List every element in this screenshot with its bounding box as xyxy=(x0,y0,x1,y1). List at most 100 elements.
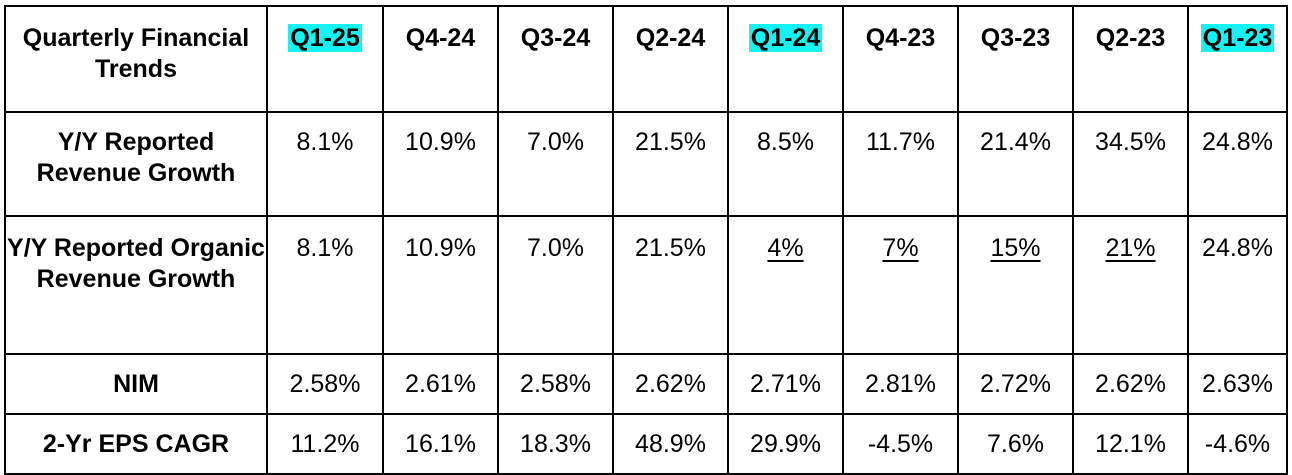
column-header-label: Q4-24 xyxy=(405,24,476,52)
cell-value: 2.58% xyxy=(520,369,591,398)
column-header-label: Q1-25 xyxy=(288,24,362,52)
column-header: Q2-23 xyxy=(1072,5,1189,113)
cell-value: 2.58% xyxy=(289,369,361,398)
cell-value: 2.72% xyxy=(980,369,1051,398)
cell-value: 2.81% xyxy=(865,369,936,398)
cell-value: 24.8% xyxy=(1202,234,1273,262)
table-cell: 10.9% xyxy=(382,111,499,217)
table-cell: -4.5% xyxy=(842,413,959,475)
table-cell: 2.62% xyxy=(1072,353,1189,415)
column-header-label: Q3-24 xyxy=(520,24,591,52)
table-cell: 2.71% xyxy=(727,353,844,415)
cell-value: -4.5% xyxy=(867,429,934,458)
cell-value: 4% xyxy=(767,234,804,262)
table-cell: 7.6% xyxy=(957,413,1074,475)
cell-value: 10.9% xyxy=(405,234,476,262)
cell-value: 12.1% xyxy=(1095,429,1166,458)
cell-value: 24.8% xyxy=(1202,128,1273,156)
table-cell: 8.1% xyxy=(266,111,384,217)
cell-value: 7.6% xyxy=(987,429,1044,458)
column-header: Q3-24 xyxy=(497,5,614,113)
column-header-label: Q1-23 xyxy=(1200,24,1275,52)
column-header: Q2-24 xyxy=(612,5,729,113)
table-cell: 8.1% xyxy=(266,215,384,355)
cell-value: 21.5% xyxy=(635,234,706,262)
cell-value: 15% xyxy=(990,234,1041,262)
cell-value: 34.5% xyxy=(1095,128,1166,156)
table-cell: 8.5% xyxy=(727,111,844,217)
column-header-label: Q2-23 xyxy=(1095,24,1166,52)
column-header-label: Q1-24 xyxy=(748,24,823,52)
column-header-label: Q2-24 xyxy=(635,24,706,52)
column-header: Q3-23 xyxy=(957,5,1074,113)
row-label: Y/Y Reported Revenue Growth xyxy=(4,111,268,217)
table-row: Y/Y Reported Organic Revenue Growth 8.1%… xyxy=(4,215,1288,355)
cell-value: 21% xyxy=(1105,234,1156,262)
row-label: NIM xyxy=(4,353,268,415)
corner-label: Quarterly Financial Trends xyxy=(4,5,268,113)
cell-value: 2.62% xyxy=(635,369,706,398)
table-cell: 11.7% xyxy=(842,111,959,217)
table-cell: 12.1% xyxy=(1072,413,1189,475)
table-cell: 29.9% xyxy=(727,413,844,475)
table-cell: 2.61% xyxy=(382,353,499,415)
cell-value: 21.4% xyxy=(980,128,1051,156)
column-header: Q4-23 xyxy=(842,5,959,113)
cell-value: 2.61% xyxy=(405,369,476,398)
cell-value: -4.6% xyxy=(1204,429,1271,458)
table-row: NIM 2.58% 2.61% 2.58% 2.62% 2.71% 2.81% 2.72% 2… xyxy=(4,353,1288,415)
cell-value: 2.62% xyxy=(1095,369,1166,398)
cell-value: 29.9% xyxy=(750,429,821,458)
column-header-label: Q3-23 xyxy=(980,24,1051,52)
cell-value: 10.9% xyxy=(405,128,476,156)
table-cell: 21.5% xyxy=(612,215,729,355)
column-header: Q1-25 xyxy=(266,5,384,113)
table-cell: -4.6% xyxy=(1187,413,1288,475)
table-cell: 15% xyxy=(957,215,1074,355)
table-row: Y/Y Reported Revenue Growth 8.1% 10.9% 7.0… xyxy=(4,111,1288,217)
table-cell: 21% xyxy=(1072,215,1189,355)
table-cell: 10.9% xyxy=(382,215,499,355)
table-cell: 2.72% xyxy=(957,353,1074,415)
table-cell: 24.8% xyxy=(1187,111,1288,217)
cell-value: 11.7% xyxy=(865,128,936,156)
header-row: Quarterly Financial Trends Q1-25 Q4-24 Q… xyxy=(4,5,1288,113)
table-cell: 7% xyxy=(842,215,959,355)
table-cell: 2.62% xyxy=(612,353,729,415)
cell-value: 8.1% xyxy=(296,234,354,262)
table-cell: 2.63% xyxy=(1187,353,1288,415)
cell-value: 21.5% xyxy=(635,128,706,156)
row-label: 2-Yr EPS CAGR xyxy=(4,413,268,475)
table-cell: 2.58% xyxy=(497,353,614,415)
cell-value: 2.63% xyxy=(1202,369,1273,398)
table-cell: 7.0% xyxy=(497,111,614,217)
table-cell: 34.5% xyxy=(1072,111,1189,217)
table-cell: 7.0% xyxy=(497,215,614,355)
table-cell: 24.8% xyxy=(1187,215,1288,355)
cell-value: 7.0% xyxy=(527,128,584,156)
cell-value: 8.1% xyxy=(296,128,354,156)
cell-value: 48.9% xyxy=(635,429,706,458)
table-cell: 48.9% xyxy=(612,413,729,475)
row-label: Y/Y Reported Organic Revenue Growth xyxy=(4,215,268,355)
cell-value: 8.5% xyxy=(757,128,814,156)
cell-value: 18.3% xyxy=(520,429,591,458)
cell-value: 7% xyxy=(882,234,919,262)
table-cell: 11.2% xyxy=(266,413,384,475)
quarterly-financial-trends-table: Quarterly Financial Trends Q1-25 Q4-24 Q… xyxy=(4,5,1288,475)
cell-value: 11.2% xyxy=(290,429,360,458)
table-cell: 2.58% xyxy=(266,353,384,415)
column-header-label: Q4-23 xyxy=(865,24,936,52)
table-cell: 16.1% xyxy=(382,413,499,475)
cell-value: 7.0% xyxy=(527,234,584,262)
table-row: 2-Yr EPS CAGR 11.2% 16.1% 18.3% 48.9% 29.9% -… xyxy=(4,413,1288,475)
table-cell: 21.5% xyxy=(612,111,729,217)
table-cell: 2.81% xyxy=(842,353,959,415)
column-header: Q1-24 xyxy=(727,5,844,113)
cell-value: 16.1% xyxy=(405,429,476,458)
column-header: Q4-24 xyxy=(382,5,499,113)
table-cell: 4% xyxy=(727,215,844,355)
table-cell: 21.4% xyxy=(957,111,1074,217)
table-cell: 18.3% xyxy=(497,413,614,475)
cell-value: 2.71% xyxy=(750,369,821,398)
